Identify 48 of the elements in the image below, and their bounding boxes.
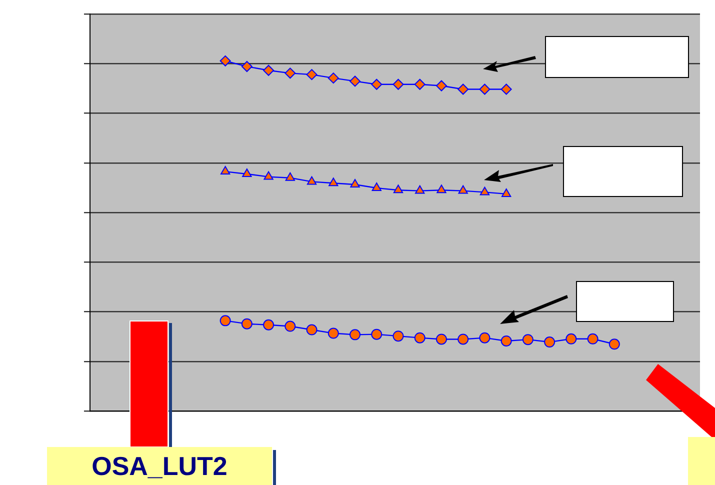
- point: [393, 184, 404, 194]
- point: [263, 64, 274, 76]
- point: [587, 333, 598, 344]
- point: [220, 55, 231, 66]
- point: [328, 328, 339, 339]
- text: OSA_LUT2: [47, 447, 272, 485]
- point: [479, 332, 490, 344]
- point: [263, 319, 274, 330]
- point: [350, 329, 361, 340]
- point: [328, 72, 339, 84]
- point: [241, 61, 252, 72]
- point: [350, 76, 361, 87]
- point: [306, 176, 317, 185]
- point: [284, 68, 296, 79]
- point: [501, 188, 512, 197]
- point: [220, 315, 231, 326]
- point: [458, 334, 469, 345]
- point: [436, 80, 447, 92]
- point: [371, 328, 382, 340]
- point: [544, 336, 556, 348]
- point: [436, 334, 447, 345]
- point: [284, 320, 296, 332]
- point: [414, 78, 426, 90]
- point: [500, 335, 512, 346]
- point: [392, 78, 404, 90]
- point: [285, 172, 295, 181]
- point: [479, 84, 490, 95]
- point: [242, 168, 252, 177]
- point: [608, 338, 620, 350]
- point: [415, 185, 425, 194]
- point: [458, 185, 468, 194]
- point: [522, 334, 534, 346]
- point: [306, 69, 318, 80]
- point: [241, 318, 252, 330]
- point: [458, 84, 469, 95]
- point: [414, 332, 426, 344]
- point: [436, 184, 446, 194]
- point: [500, 84, 512, 95]
- point: [480, 186, 490, 196]
- point: [350, 178, 360, 188]
- point: [371, 78, 382, 90]
- point: [566, 333, 577, 344]
- point: [392, 330, 404, 342]
- point: [264, 171, 274, 180]
- point: [328, 178, 338, 186]
- point: [372, 182, 382, 191]
- point: [220, 166, 230, 175]
- point: [306, 324, 318, 336]
